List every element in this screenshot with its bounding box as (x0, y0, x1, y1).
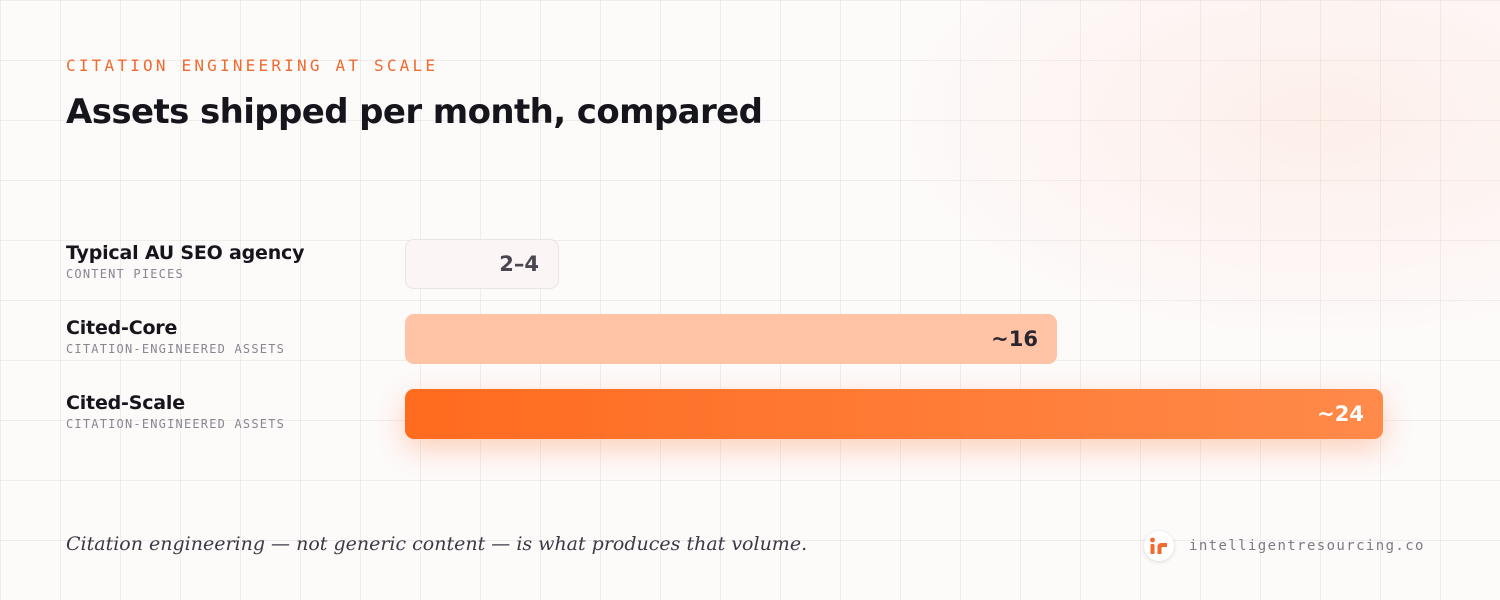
brand[interactable]: intelligentresourcing.co (1144, 531, 1425, 561)
bar-value-label: ~16 (991, 327, 1038, 351)
bar-value-label: ~24 (1317, 402, 1364, 426)
category-subtitle: CONTENT PIECES (66, 267, 184, 281)
category-label: Cited-Core (66, 317, 178, 339)
category-subtitle: CITATION-ENGINEERED ASSETS (66, 417, 286, 431)
page-title: Assets shipped per month, compared (66, 92, 763, 132)
ir-logo-icon (1144, 531, 1174, 561)
bar-cited-scale: ~24 (405, 389, 1383, 439)
category-subtitle: CITATION-ENGINEERED ASSETS (66, 342, 286, 356)
bar-value-label: 2–4 (499, 252, 539, 276)
bar-cited-core: ~16 (405, 314, 1057, 364)
category-label: Typical AU SEO agency (66, 242, 305, 264)
category-label: Cited-Scale (66, 392, 185, 414)
brand-domain-link[interactable]: intelligentresourcing.co (1189, 538, 1425, 554)
row-label-cited-core: Cited-Core CITATION-ENGINEERED ASSETS (66, 317, 285, 356)
footer-note: Citation engineering — not generic conte… (66, 533, 808, 555)
row-label-cited-scale: Cited-Scale CITATION-ENGINEERED ASSETS (66, 392, 285, 431)
eyebrow-label: CITATION ENGINEERING AT SCALE (66, 56, 439, 75)
row-label-agency: Typical AU SEO agency CONTENT PIECES (66, 242, 304, 281)
bar-agency: 2–4 (405, 239, 559, 289)
